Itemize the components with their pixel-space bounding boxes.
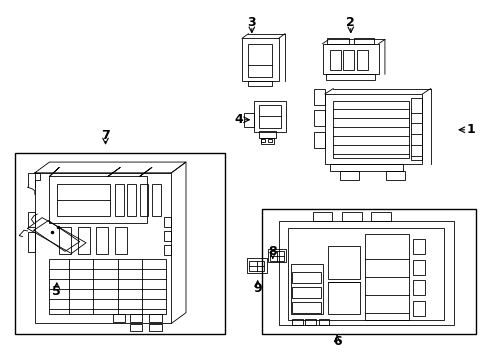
Bar [292,319,303,324]
Text: 9: 9 [253,282,262,295]
Bar [329,164,402,171]
Bar [327,38,348,44]
Bar [292,287,320,298]
Bar [267,139,271,141]
Bar [290,264,322,315]
Text: 7: 7 [101,129,110,142]
Bar [385,171,405,180]
Bar [292,302,320,313]
Bar [78,226,90,253]
Bar [412,239,424,254]
Bar [260,138,274,144]
Bar [163,245,171,255]
Bar [140,184,148,216]
Bar [96,226,108,253]
Bar [49,176,147,223]
Text: 1: 1 [466,123,475,136]
Bar [113,315,125,321]
Text: 4: 4 [234,113,243,126]
Bar [314,132,325,148]
Bar [259,105,281,128]
Bar [318,319,329,324]
Bar [49,259,166,315]
Text: 2: 2 [346,16,354,29]
Bar [267,249,286,262]
Bar [163,217,171,226]
Bar [261,139,264,141]
Bar [325,94,422,164]
Bar [248,44,271,77]
Bar [115,184,124,216]
Bar [410,98,422,160]
Bar [412,301,424,316]
Bar [353,38,373,44]
Bar [343,50,353,69]
Bar [57,184,110,216]
Bar [278,221,453,325]
Bar [115,226,127,253]
Bar [35,173,171,323]
Bar [130,324,142,331]
Bar [412,280,424,296]
Bar [312,212,331,221]
Bar [246,258,267,273]
Bar [288,228,444,320]
Bar [269,251,283,261]
Bar [127,184,136,216]
Bar [326,74,374,80]
Bar [27,232,35,252]
Text: 5: 5 [52,285,61,298]
Bar [328,282,359,315]
Bar [163,231,171,241]
Bar [248,81,271,86]
Bar [254,101,285,132]
Bar [329,50,340,69]
Text: 6: 6 [332,335,341,348]
Bar [261,209,475,334]
Text: 3: 3 [247,16,256,29]
Bar [339,171,358,180]
Bar [149,324,161,331]
Bar [249,261,264,271]
Bar [292,272,320,283]
Bar [259,131,276,138]
Bar [149,315,161,321]
Bar [27,212,35,226]
Bar [305,319,316,324]
Bar [328,246,359,279]
Text: 8: 8 [268,244,277,257]
Bar [356,50,367,69]
Bar [130,315,142,321]
Bar [412,260,424,275]
Bar [243,113,254,127]
Bar [314,110,325,126]
Bar [152,184,160,216]
Bar [15,153,224,334]
Bar [322,44,378,74]
Bar [332,101,408,158]
Bar [365,234,408,320]
Bar [370,212,390,221]
Bar [242,39,278,81]
Bar [341,212,361,221]
Bar [314,89,325,105]
Bar [59,226,71,253]
